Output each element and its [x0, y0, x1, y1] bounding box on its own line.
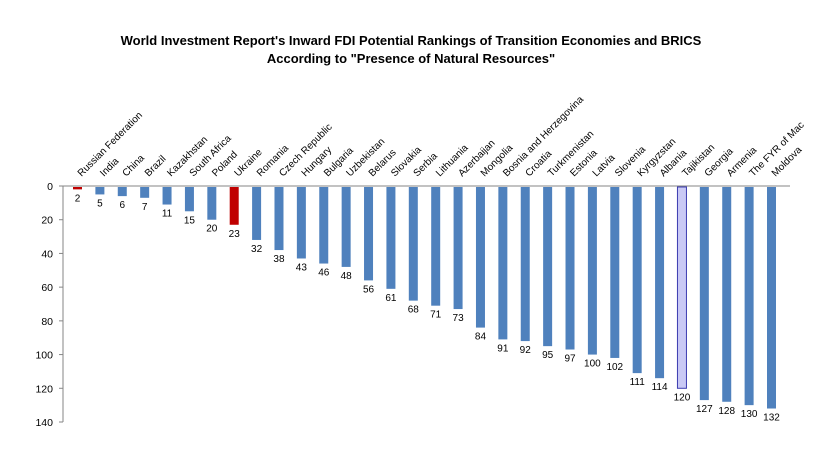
data-label: 127 [696, 404, 713, 415]
bar [632, 187, 642, 374]
data-label: 46 [318, 268, 330, 279]
data-label: 43 [296, 262, 308, 273]
bar [162, 187, 172, 205]
data-label: 5 [97, 198, 103, 209]
y-tick-label: 0 [47, 181, 53, 193]
data-label: 100 [584, 359, 601, 370]
data-label: 61 [385, 293, 397, 304]
bar [498, 187, 508, 340]
data-label: 48 [341, 271, 353, 282]
data-label: 97 [564, 354, 576, 365]
bar [655, 187, 665, 379]
bar [274, 187, 284, 251]
data-label: 2 [75, 193, 81, 204]
y-tick-label: 60 [41, 282, 53, 294]
category-label: China [121, 153, 148, 180]
bar [229, 187, 239, 225]
bar [252, 187, 262, 240]
bar [431, 187, 441, 306]
data-label: 6 [119, 200, 125, 211]
data-label: 32 [251, 244, 263, 255]
data-label: 38 [273, 254, 285, 265]
bar [520, 187, 530, 342]
data-label: 128 [718, 406, 735, 417]
bar [744, 187, 754, 406]
bar [73, 187, 82, 190]
bar [453, 187, 463, 310]
data-label: 111 [630, 377, 646, 388]
data-label: 114 [652, 382, 668, 393]
bar [207, 187, 217, 220]
y-tick-label: 40 [41, 248, 53, 260]
bar [610, 187, 620, 358]
data-label: 73 [453, 313, 465, 324]
bar-series [73, 186, 776, 409]
y-tick-label: 140 [35, 417, 53, 429]
bar [341, 187, 351, 267]
data-label: 102 [606, 362, 623, 373]
bar [676, 186, 687, 389]
bar [184, 187, 194, 212]
data-label: 84 [475, 332, 487, 343]
bar [722, 187, 732, 402]
data-label: 120 [674, 392, 691, 403]
bar [296, 187, 306, 259]
data-label: 23 [229, 229, 241, 240]
bar [475, 187, 485, 328]
bar [565, 187, 575, 350]
category-label: Brazil [143, 154, 168, 179]
bar [587, 187, 597, 355]
data-label: 71 [430, 310, 442, 321]
chart-title: World Investment Report's Inward FDI Pot… [121, 33, 702, 48]
data-label: 92 [520, 345, 532, 356]
y-axis-ticks: 0 20 40 60 80 100 120 140 [35, 181, 63, 429]
data-label: 91 [497, 343, 509, 354]
bar [699, 187, 709, 401]
bar [95, 187, 105, 195]
bar [386, 187, 396, 289]
data-label: 95 [542, 350, 554, 361]
bar [408, 187, 418, 301]
bar [140, 187, 150, 198]
data-label: 20 [206, 224, 218, 235]
data-label: 11 [162, 209, 173, 220]
data-label: 130 [741, 409, 758, 420]
bar [767, 187, 776, 409]
data-label: 56 [363, 284, 375, 295]
y-tick-label: 20 [41, 215, 53, 227]
data-label: 68 [408, 305, 420, 316]
bar [543, 187, 553, 347]
bar [117, 187, 127, 197]
data-label: 15 [184, 215, 196, 226]
bar [364, 187, 374, 281]
data-label: 132 [763, 413, 780, 424]
chart-subtitle: According to "Presence of Natural Resour… [267, 51, 555, 66]
y-tick-label: 120 [35, 383, 53, 395]
y-tick-label: 100 [35, 350, 53, 362]
data-label: 7 [142, 202, 148, 213]
bar [319, 187, 329, 264]
y-tick-label: 80 [41, 316, 53, 328]
